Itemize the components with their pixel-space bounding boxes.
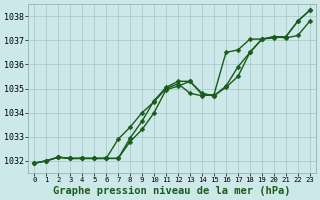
- X-axis label: Graphe pression niveau de la mer (hPa): Graphe pression niveau de la mer (hPa): [53, 186, 291, 196]
